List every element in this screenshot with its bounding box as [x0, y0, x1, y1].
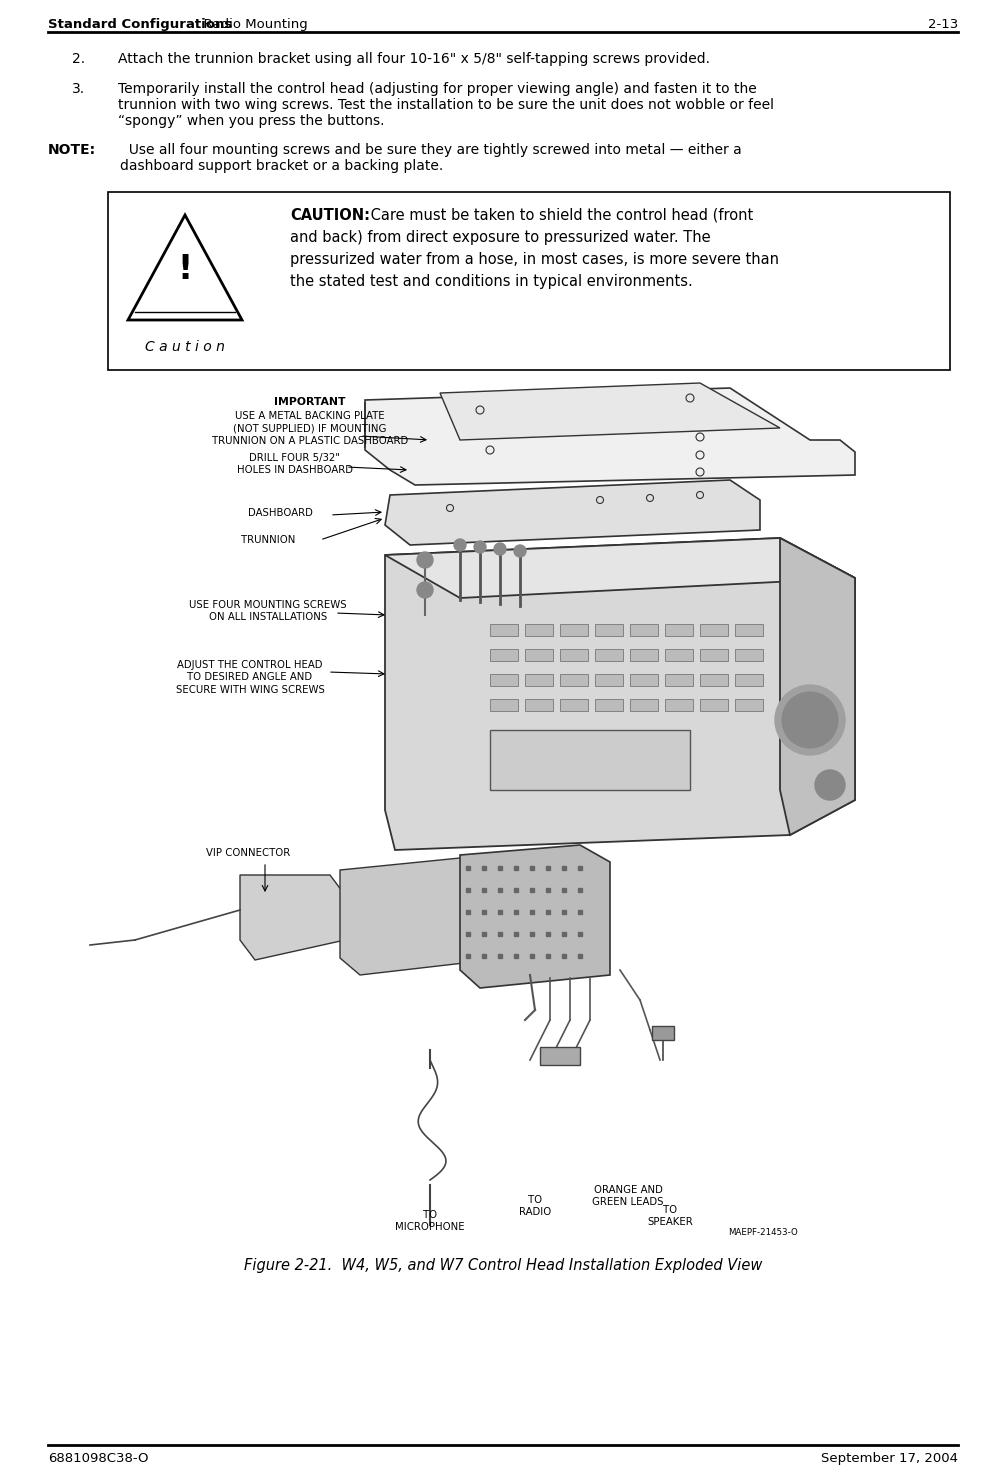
Text: “spongy” when you press the buttons.: “spongy” when you press the buttons.: [118, 113, 384, 128]
Text: USE FOUR MOUNTING SCREWS
ON ALL INSTALLATIONS: USE FOUR MOUNTING SCREWS ON ALL INSTALLA…: [189, 600, 347, 623]
Bar: [560, 625, 588, 636]
Text: Use all four mounting screws and be sure they are tightly screwed into metal — e: Use all four mounting screws and be sure…: [120, 143, 741, 158]
Bar: [525, 675, 553, 686]
Bar: [700, 675, 728, 686]
Bar: [652, 1027, 674, 1040]
Bar: [540, 1047, 580, 1065]
Text: trunnion with two wing screws. Test the installation to be sure the unit does no: trunnion with two wing screws. Test the …: [118, 99, 774, 112]
Text: MAEPF-21453-O: MAEPF-21453-O: [728, 1228, 798, 1237]
Polygon shape: [460, 846, 610, 988]
Text: TO
RADIO: TO RADIO: [519, 1195, 551, 1217]
Text: TO
SPEAKER: TO SPEAKER: [647, 1205, 693, 1227]
Bar: [595, 675, 623, 686]
Polygon shape: [340, 857, 490, 975]
Bar: [665, 675, 693, 686]
Text: !: !: [177, 253, 192, 286]
Bar: [525, 625, 553, 636]
Bar: [490, 700, 518, 711]
Text: NOTE:: NOTE:: [48, 143, 97, 158]
Bar: [700, 700, 728, 711]
Polygon shape: [385, 538, 855, 598]
Bar: [108, 191, 950, 370]
Bar: [630, 700, 658, 711]
Bar: [490, 675, 518, 686]
Bar: [630, 650, 658, 661]
Text: 2-13: 2-13: [928, 18, 958, 31]
Circle shape: [454, 539, 466, 551]
Circle shape: [474, 541, 486, 552]
Text: dashboard support bracket or a backing plate.: dashboard support bracket or a backing p…: [120, 159, 444, 172]
Bar: [595, 700, 623, 711]
Text: DRILL FOUR 5/32"
HOLES IN DASHBOARD: DRILL FOUR 5/32" HOLES IN DASHBOARD: [237, 454, 353, 476]
Text: Figure 2-21.  W4, W5, and W7 Control Head Installation Exploded View: Figure 2-21. W4, W5, and W7 Control Head…: [243, 1258, 763, 1273]
Bar: [700, 650, 728, 661]
Bar: [630, 625, 658, 636]
Text: ADJUST THE CONTROL HEAD
TO DESIRED ANGLE AND
SECURE WITH WING SCREWS: ADJUST THE CONTROL HEAD TO DESIRED ANGLE…: [176, 660, 325, 695]
Text: Standard Configurations: Standard Configurations: [48, 18, 232, 31]
Polygon shape: [780, 538, 855, 835]
Bar: [490, 650, 518, 661]
Bar: [525, 650, 553, 661]
Circle shape: [815, 770, 845, 800]
Bar: [490, 731, 690, 790]
Text: : Radio Mounting: : Radio Mounting: [195, 18, 308, 31]
Bar: [525, 700, 553, 711]
Circle shape: [782, 692, 838, 748]
Polygon shape: [365, 387, 855, 485]
Bar: [665, 700, 693, 711]
Bar: [560, 700, 588, 711]
Circle shape: [514, 545, 526, 557]
Text: IMPORTANT: IMPORTANT: [275, 398, 346, 407]
Bar: [735, 675, 763, 686]
Text: 6881098C38-O: 6881098C38-O: [48, 1452, 149, 1466]
Text: TO
MICROPHONE: TO MICROPHONE: [395, 1209, 465, 1233]
Polygon shape: [440, 383, 780, 440]
Circle shape: [417, 582, 433, 598]
Text: pressurized water from a hose, in most cases, is more severe than: pressurized water from a hose, in most c…: [290, 252, 779, 267]
Bar: [735, 700, 763, 711]
Bar: [560, 675, 588, 686]
Text: TRUNNION: TRUNNION: [240, 535, 295, 545]
Bar: [735, 625, 763, 636]
Text: ORANGE AND
GREEN LEADS: ORANGE AND GREEN LEADS: [593, 1184, 664, 1208]
Polygon shape: [385, 538, 855, 850]
Text: Temporarily install the control head (adjusting for proper viewing angle) and fa: Temporarily install the control head (ad…: [118, 82, 757, 96]
Text: September 17, 2004: September 17, 2004: [821, 1452, 958, 1466]
Bar: [630, 675, 658, 686]
Bar: [665, 650, 693, 661]
Bar: [490, 625, 518, 636]
Circle shape: [775, 685, 845, 756]
Text: CAUTION:: CAUTION:: [290, 208, 370, 222]
Bar: [700, 625, 728, 636]
Text: Care must be taken to shield the control head (front: Care must be taken to shield the control…: [366, 208, 753, 222]
Text: 2.: 2.: [72, 52, 86, 66]
Text: Attach the trunnion bracket using all four 10-16" x 5/8" self-tapping screws pro: Attach the trunnion bracket using all fo…: [118, 52, 710, 66]
Polygon shape: [385, 480, 760, 545]
Polygon shape: [240, 875, 345, 960]
Bar: [560, 650, 588, 661]
Text: C a u t i o n: C a u t i o n: [145, 340, 225, 354]
Text: the stated test and conditions in typical environments.: the stated test and conditions in typica…: [290, 274, 693, 289]
Circle shape: [494, 544, 506, 555]
Text: and back) from direct exposure to pressurized water. The: and back) from direct exposure to pressu…: [290, 230, 710, 245]
Text: VIP CONNECTOR: VIP CONNECTOR: [206, 848, 290, 857]
Bar: [595, 650, 623, 661]
Bar: [595, 625, 623, 636]
Bar: [665, 625, 693, 636]
Text: DASHBOARD: DASHBOARD: [247, 508, 313, 518]
Text: USE A METAL BACKING PLATE
(NOT SUPPLIED) IF MOUNTING
TRUNNION ON A PLASTIC DASHB: USE A METAL BACKING PLATE (NOT SUPPLIED)…: [212, 411, 408, 446]
Circle shape: [417, 552, 433, 569]
Text: 3.: 3.: [72, 82, 86, 96]
Bar: [735, 650, 763, 661]
